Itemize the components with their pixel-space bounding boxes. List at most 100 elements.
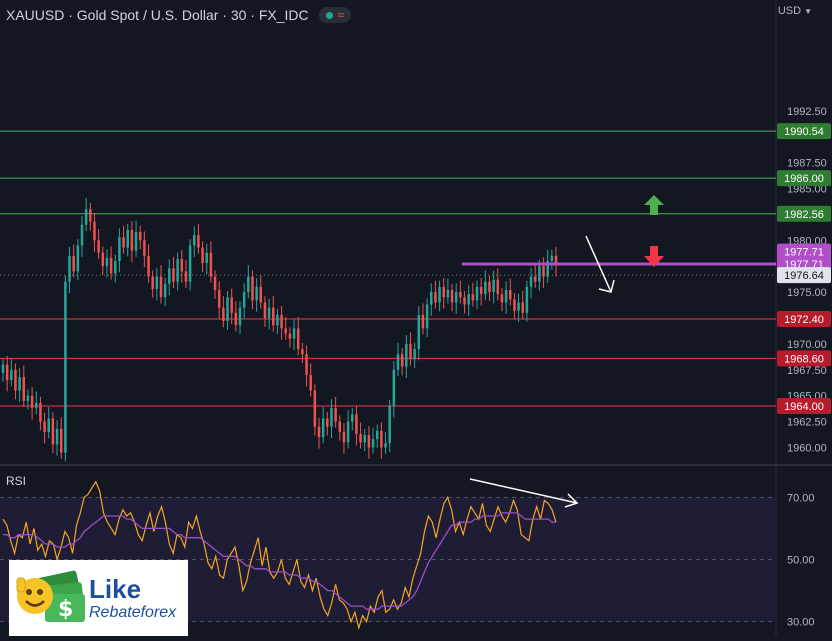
candle-body[interactable] bbox=[488, 281, 491, 293]
candle-body[interactable] bbox=[263, 302, 267, 318]
candle-body[interactable] bbox=[47, 418, 50, 432]
candle-body[interactable] bbox=[529, 276, 533, 287]
red-down-arrow-icon[interactable] bbox=[644, 246, 664, 267]
candle-body[interactable] bbox=[35, 402, 38, 409]
candle-body[interactable] bbox=[234, 312, 238, 326]
candle-body[interactable] bbox=[509, 290, 512, 300]
candle-body[interactable] bbox=[434, 292, 437, 303]
candle-body[interactable] bbox=[147, 255, 150, 277]
candle-body[interactable] bbox=[89, 209, 92, 222]
candle-body[interactable] bbox=[484, 281, 487, 295]
candle-body[interactable] bbox=[459, 292, 462, 298]
candle-body[interactable] bbox=[101, 252, 105, 267]
candle-body[interactable] bbox=[1, 364, 5, 373]
candle-body[interactable] bbox=[155, 276, 159, 289]
candle-body[interactable] bbox=[97, 240, 100, 253]
candle-body[interactable] bbox=[492, 279, 495, 293]
candle-body[interactable] bbox=[463, 297, 466, 305]
rsi-ma-line[interactable] bbox=[3, 512, 556, 610]
candle-body[interactable] bbox=[550, 255, 554, 262]
candle-body[interactable] bbox=[442, 286, 445, 298]
candle-body[interactable] bbox=[159, 276, 163, 298]
candle-body[interactable] bbox=[209, 252, 213, 277]
candle-body[interactable] bbox=[317, 426, 321, 438]
candle-body[interactable] bbox=[68, 255, 71, 282]
candle-body[interactable] bbox=[242, 292, 246, 308]
candle-body[interactable] bbox=[22, 377, 26, 401]
candle-body[interactable] bbox=[76, 245, 80, 272]
candle-body[interactable] bbox=[367, 435, 371, 448]
candle-body[interactable] bbox=[521, 302, 524, 313]
candle-body[interactable] bbox=[151, 276, 154, 289]
candle-body[interactable] bbox=[251, 276, 254, 301]
candle-body[interactable] bbox=[305, 354, 308, 375]
rsi-divergence-arrow[interactable] bbox=[469, 478, 578, 504]
candle-body[interactable] bbox=[143, 240, 146, 256]
candle-body[interactable] bbox=[338, 421, 342, 432]
candle-body[interactable] bbox=[409, 343, 412, 360]
candle-body[interactable] bbox=[430, 292, 433, 305]
candle-body[interactable] bbox=[284, 328, 287, 334]
symbol-title[interactable]: XAUUSD · Gold Spot / U.S. Dollar · 30 · … bbox=[6, 7, 309, 23]
candle-body[interactable] bbox=[517, 302, 520, 311]
candle-body[interactable] bbox=[479, 286, 483, 295]
candle-body[interactable] bbox=[30, 395, 34, 409]
candle-body[interactable] bbox=[109, 257, 113, 274]
white-trend-arrow[interactable] bbox=[585, 235, 612, 293]
candle-body[interactable] bbox=[226, 297, 229, 322]
candle-body[interactable] bbox=[309, 374, 312, 391]
candle-body[interactable] bbox=[346, 421, 350, 443]
candle-body[interactable] bbox=[380, 430, 383, 448]
candle-body[interactable] bbox=[5, 364, 9, 381]
candle-body[interactable] bbox=[413, 349, 416, 360]
candle-body[interactable] bbox=[267, 307, 271, 318]
candle-body[interactable] bbox=[276, 314, 279, 326]
market-status-badge[interactable]: ≈ bbox=[318, 7, 352, 23]
candle-body[interactable] bbox=[238, 307, 242, 326]
candle-body[interactable] bbox=[417, 314, 421, 350]
candle-body[interactable] bbox=[351, 414, 354, 422]
candle-body[interactable] bbox=[84, 209, 88, 225]
candle-body[interactable] bbox=[533, 276, 537, 282]
candle-body[interactable] bbox=[388, 406, 391, 444]
candle-body[interactable] bbox=[105, 257, 109, 267]
candle-body[interactable] bbox=[114, 261, 117, 274]
candle-body[interactable] bbox=[467, 294, 470, 305]
candle-body[interactable] bbox=[334, 408, 337, 422]
candle-body[interactable] bbox=[513, 299, 516, 311]
candle-body[interactable] bbox=[446, 290, 450, 298]
candle-body[interactable] bbox=[55, 428, 59, 445]
candle-body[interactable] bbox=[326, 418, 329, 427]
candle-body[interactable] bbox=[247, 276, 250, 293]
candle-body[interactable] bbox=[321, 418, 325, 438]
candle-body[interactable] bbox=[18, 377, 21, 391]
candle-body[interactable] bbox=[80, 224, 84, 246]
candle-body[interactable] bbox=[14, 369, 17, 391]
candle-body[interactable] bbox=[371, 439, 375, 448]
candle-body[interactable] bbox=[504, 290, 508, 303]
candle-body[interactable] bbox=[180, 258, 184, 272]
candle-body[interactable] bbox=[405, 343, 408, 367]
candle-body[interactable] bbox=[184, 271, 188, 282]
candle-body[interactable] bbox=[217, 290, 221, 308]
candle-body[interactable] bbox=[301, 349, 304, 355]
candle-body[interactable] bbox=[500, 294, 504, 303]
candle-body[interactable] bbox=[342, 431, 346, 443]
candle-body[interactable] bbox=[375, 430, 379, 440]
candle-body[interactable] bbox=[259, 286, 263, 303]
candle-body[interactable] bbox=[176, 258, 179, 282]
candle-body[interactable] bbox=[392, 369, 396, 407]
candle-body[interactable] bbox=[205, 252, 208, 264]
candle-body[interactable] bbox=[546, 261, 549, 277]
candle-body[interactable] bbox=[363, 435, 366, 443]
candle-body[interactable] bbox=[454, 292, 458, 303]
candle-body[interactable] bbox=[134, 231, 138, 251]
candle-body[interactable] bbox=[384, 443, 387, 448]
candle-body[interactable] bbox=[230, 297, 233, 313]
candle-body[interactable] bbox=[172, 268, 175, 282]
candle-body[interactable] bbox=[188, 245, 192, 282]
candle-body[interactable] bbox=[168, 268, 171, 284]
candle-body[interactable] bbox=[359, 433, 362, 443]
candle-body[interactable] bbox=[554, 255, 558, 266]
candle-body[interactable] bbox=[43, 421, 46, 432]
